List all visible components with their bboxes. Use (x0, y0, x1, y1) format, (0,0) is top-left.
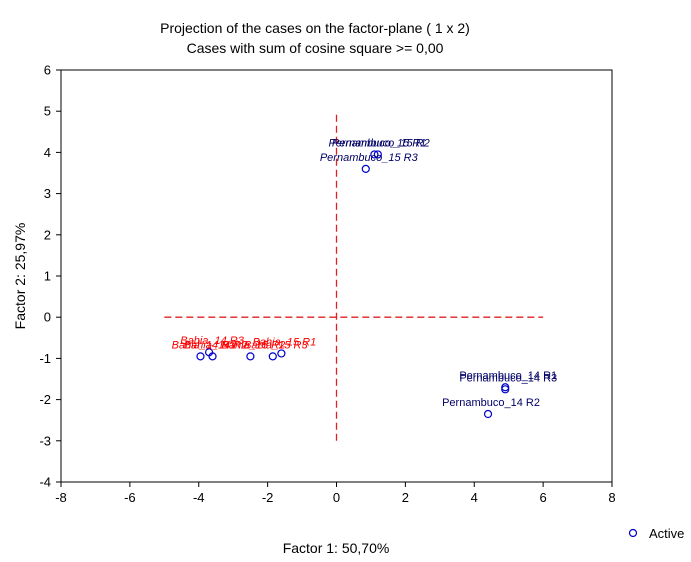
x-tick-label: 6 (540, 490, 547, 505)
data-point (196, 352, 205, 361)
legend-marker (628, 528, 638, 538)
x-tick-label: -2 (262, 490, 274, 505)
point-label: Pernambuco_14 R3 (459, 372, 557, 384)
point-label: Bahia_14 R1 (172, 339, 236, 351)
legend-label: Active (649, 526, 684, 541)
data-point (246, 352, 255, 361)
x-tick-label: 0 (333, 490, 340, 505)
data-point (370, 150, 379, 159)
x-tick-label: -8 (55, 490, 67, 505)
x-tick-label: 4 (471, 490, 478, 505)
y-axis: 6 5 4 3 2 1 0 -1 -2 -3 -4 (39, 63, 61, 490)
point-label: Pernambuco_15 R3 (320, 152, 419, 164)
data-point (277, 349, 286, 358)
chart-subtitle: Cases with sum of cosine square >= 0,00 (187, 40, 444, 56)
reference-lines (164, 111, 544, 441)
point-label: Bahia_15 R1 (253, 336, 317, 348)
y-tick-label: 6 (44, 63, 51, 78)
data-point (361, 164, 370, 173)
data-point (208, 352, 217, 361)
x-tick-label: 8 (608, 490, 615, 505)
y-tick-label: 3 (44, 186, 51, 201)
y-tick-label: -1 (39, 351, 51, 366)
point-label: Pernambuco_14 R2 (442, 397, 540, 409)
data-point (501, 385, 510, 394)
x-axis: -8 -6 -4 -2 0 2 4 6 8 (55, 482, 616, 505)
y-tick-label: 5 (44, 104, 51, 119)
y-tick-label: -4 (39, 475, 51, 490)
x-axis-title: Factor 1: 50,70% (283, 540, 390, 556)
data-point (373, 150, 382, 159)
y-tick-label: 4 (44, 145, 51, 160)
legend: Active (628, 526, 684, 541)
x-tick-label: -4 (193, 490, 205, 505)
y-axis-title: Factor 2: 25,97% (12, 223, 28, 330)
y-tick-label: -3 (39, 433, 51, 448)
data-point (268, 352, 277, 361)
y-tick-label: 0 (44, 310, 51, 325)
point-label: Bahia_15 R2 (222, 339, 286, 351)
x-tick-label: 2 (402, 490, 409, 505)
point-label: Bahia_14 R2 (184, 339, 248, 351)
point-label: Bahia_14 R3 (180, 335, 244, 347)
point-label: Pernambuco_14 R1 (459, 370, 557, 382)
data-point (483, 409, 493, 419)
x-tick-label: -6 (124, 490, 136, 505)
y-tick-label: 1 (44, 269, 51, 284)
y-tick-label: 2 (44, 227, 51, 242)
point-label: Pernambuco_15 R2 (332, 137, 430, 149)
point-label: Pernambuco_15 R1 (328, 137, 426, 149)
point-label: Bahia_15 R3 (244, 339, 308, 351)
chart-title: Projection of the cases on the factor-pl… (160, 20, 470, 36)
y-tick-label: -2 (39, 392, 51, 407)
